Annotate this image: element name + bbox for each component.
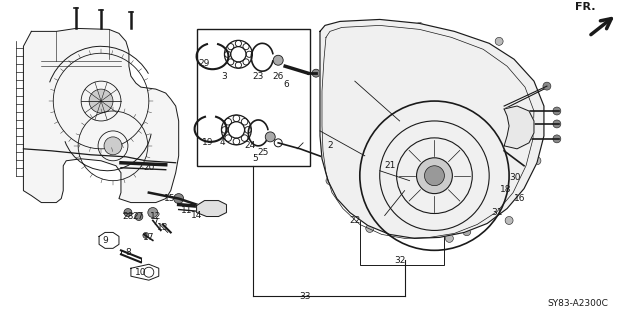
Text: 33: 33 [300,292,311,300]
Polygon shape [196,201,227,217]
Text: 17: 17 [143,233,155,242]
Text: 2: 2 [327,141,333,150]
Text: 9: 9 [102,236,108,245]
Text: 26: 26 [273,72,284,81]
Text: 10: 10 [135,268,147,277]
Circle shape [273,55,283,65]
Circle shape [553,120,561,128]
Circle shape [530,87,538,95]
Text: 11: 11 [181,206,193,215]
Circle shape [520,162,528,170]
Circle shape [415,22,424,30]
Circle shape [366,224,374,232]
Circle shape [417,158,452,194]
Circle shape [124,209,132,217]
Circle shape [398,228,406,236]
Text: 5: 5 [252,154,258,163]
Text: SY83-A2300C: SY83-A2300C [548,299,609,308]
Circle shape [495,37,503,45]
Circle shape [135,212,143,220]
Text: 27: 27 [132,212,143,221]
Circle shape [463,228,471,236]
Text: 21: 21 [384,161,396,170]
Polygon shape [504,106,534,149]
Text: 22: 22 [349,216,360,225]
Text: 24: 24 [244,141,256,150]
Circle shape [424,166,444,186]
Circle shape [366,172,374,180]
Text: 31: 31 [492,208,503,217]
Polygon shape [320,20,544,238]
Text: 4: 4 [220,138,225,147]
Circle shape [351,32,359,40]
Circle shape [326,177,334,185]
Text: 6: 6 [284,80,289,89]
Text: 16: 16 [515,194,526,203]
Circle shape [398,116,406,124]
Text: 15: 15 [164,194,175,203]
Circle shape [312,69,320,77]
Polygon shape [24,28,179,203]
Text: 19: 19 [202,138,213,147]
Circle shape [463,116,471,124]
Text: 29: 29 [198,59,209,68]
Circle shape [143,232,149,238]
Circle shape [553,107,561,115]
Circle shape [148,208,158,218]
Bar [360,215,444,265]
Text: 14: 14 [191,211,202,220]
Text: FR.: FR. [575,3,595,12]
Text: 32: 32 [394,256,405,265]
Text: 28: 28 [122,212,134,221]
Circle shape [173,194,184,204]
Circle shape [331,47,339,55]
Text: 23: 23 [253,72,264,81]
Text: 25: 25 [257,148,269,157]
Text: 8: 8 [125,248,131,257]
Circle shape [336,117,344,125]
Circle shape [265,132,275,142]
Circle shape [89,89,113,113]
Circle shape [533,157,541,165]
Text: 20: 20 [143,163,154,172]
Text: 18: 18 [500,185,512,194]
Circle shape [505,217,513,224]
Circle shape [543,82,551,90]
Bar [196,29,310,166]
Text: 30: 30 [509,173,521,182]
Circle shape [445,235,453,242]
Circle shape [553,135,561,143]
Text: 13: 13 [157,223,168,232]
Text: 7: 7 [152,218,157,227]
Circle shape [104,137,122,155]
Text: 3: 3 [221,72,227,81]
Text: 12: 12 [150,212,161,221]
Circle shape [495,172,503,180]
